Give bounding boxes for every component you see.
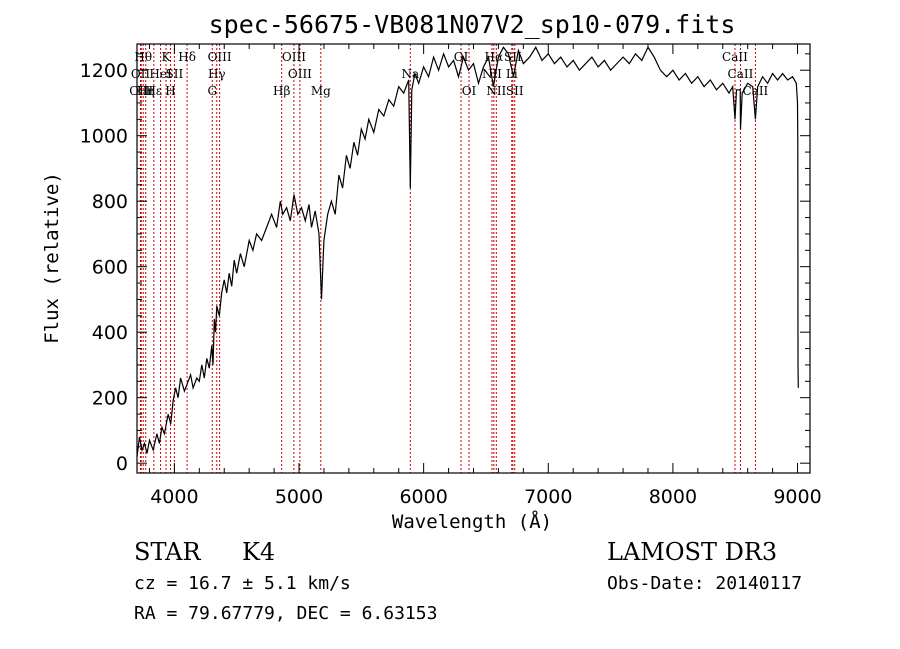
object-class: STAR: [134, 538, 201, 566]
line-label-7: H: [165, 84, 175, 98]
line-label-1: OII: [131, 67, 151, 81]
y-tick-label-800: 800: [92, 191, 128, 213]
y-axis-ticks: 0 200 400 600 800 1000 1200: [80, 53, 810, 475]
y-tick-label-600: 600: [92, 257, 128, 279]
line-label-28: CaII: [742, 84, 768, 98]
line-label-4: Hε: [145, 84, 162, 98]
line-label-23: Li: [506, 67, 518, 81]
line-label-27: CaII: [728, 67, 754, 81]
line-label-12: OIII: [208, 50, 232, 64]
y-axis-label: Flux (relative): [41, 172, 63, 344]
x-axis-label: Wavelength (Å): [392, 510, 552, 533]
flux-series-line: [136, 46, 799, 457]
line-label-19: OI: [462, 84, 477, 98]
coordinates: RA = 79.67779, DEC = 6.63153: [134, 603, 438, 624]
y-tick-label-1000: 1000: [80, 126, 128, 148]
line-label-18: OI: [454, 50, 469, 64]
x-axis-ticks: 4000 5000 6000 7000 8000 9000: [148, 44, 822, 508]
y-tick-label-400: 400: [92, 322, 128, 344]
line-label-9: Hδ: [178, 50, 196, 64]
line-label-3: Hη: [137, 84, 155, 98]
x-tick-label-4000: 4000: [150, 486, 198, 508]
line-label-26: CaII: [722, 50, 748, 64]
x-tick-label-5000: 5000: [275, 486, 323, 508]
line-label-20: NII: [482, 67, 502, 81]
x-tick-label-7000: 7000: [524, 486, 572, 508]
obs-date: Obs-Date: 20140117: [607, 573, 803, 594]
line-label-13: Hβ: [273, 84, 290, 98]
chart-title: spec-56675-VB081N07V2_sp10-079.fits: [209, 10, 736, 39]
object-subclass: K4: [242, 538, 276, 566]
survey-name: LAMOST DR3: [607, 538, 778, 566]
line-label-11: Hγ: [208, 67, 226, 81]
line-label-15: OIII: [288, 67, 312, 81]
redshift-value: cz = 16.7 ± 5.1 km/s: [134, 573, 351, 594]
y-tick-label-200: 200: [92, 388, 128, 410]
y-tick-label-1200: 1200: [80, 60, 128, 82]
line-label-16: Mg: [311, 84, 331, 98]
spectral-line-markers: [139, 44, 756, 473]
line-label-6: K: [162, 50, 172, 64]
x-tick-label-9000: 9000: [773, 486, 821, 508]
y-tick-label-0: 0: [116, 453, 128, 475]
line-label-10: G: [207, 84, 217, 98]
plot-frame: [136, 43, 811, 474]
line-label-22: NII: [486, 84, 506, 98]
line-label-5: HeI: [149, 67, 172, 81]
line-label-8: SII: [166, 67, 184, 81]
line-label-2: OIII: [129, 84, 153, 98]
spectral-line-labels: HθOIIOIIIHηHεHeIKHSIIHδGHγOIIIHβOIIIOIII…: [129, 50, 768, 98]
x-tick-label-6000: 6000: [399, 486, 447, 508]
line-label-25: SII: [506, 84, 524, 98]
x-tick-label-8000: 8000: [649, 486, 697, 508]
line-label-14: OIII: [282, 50, 306, 64]
